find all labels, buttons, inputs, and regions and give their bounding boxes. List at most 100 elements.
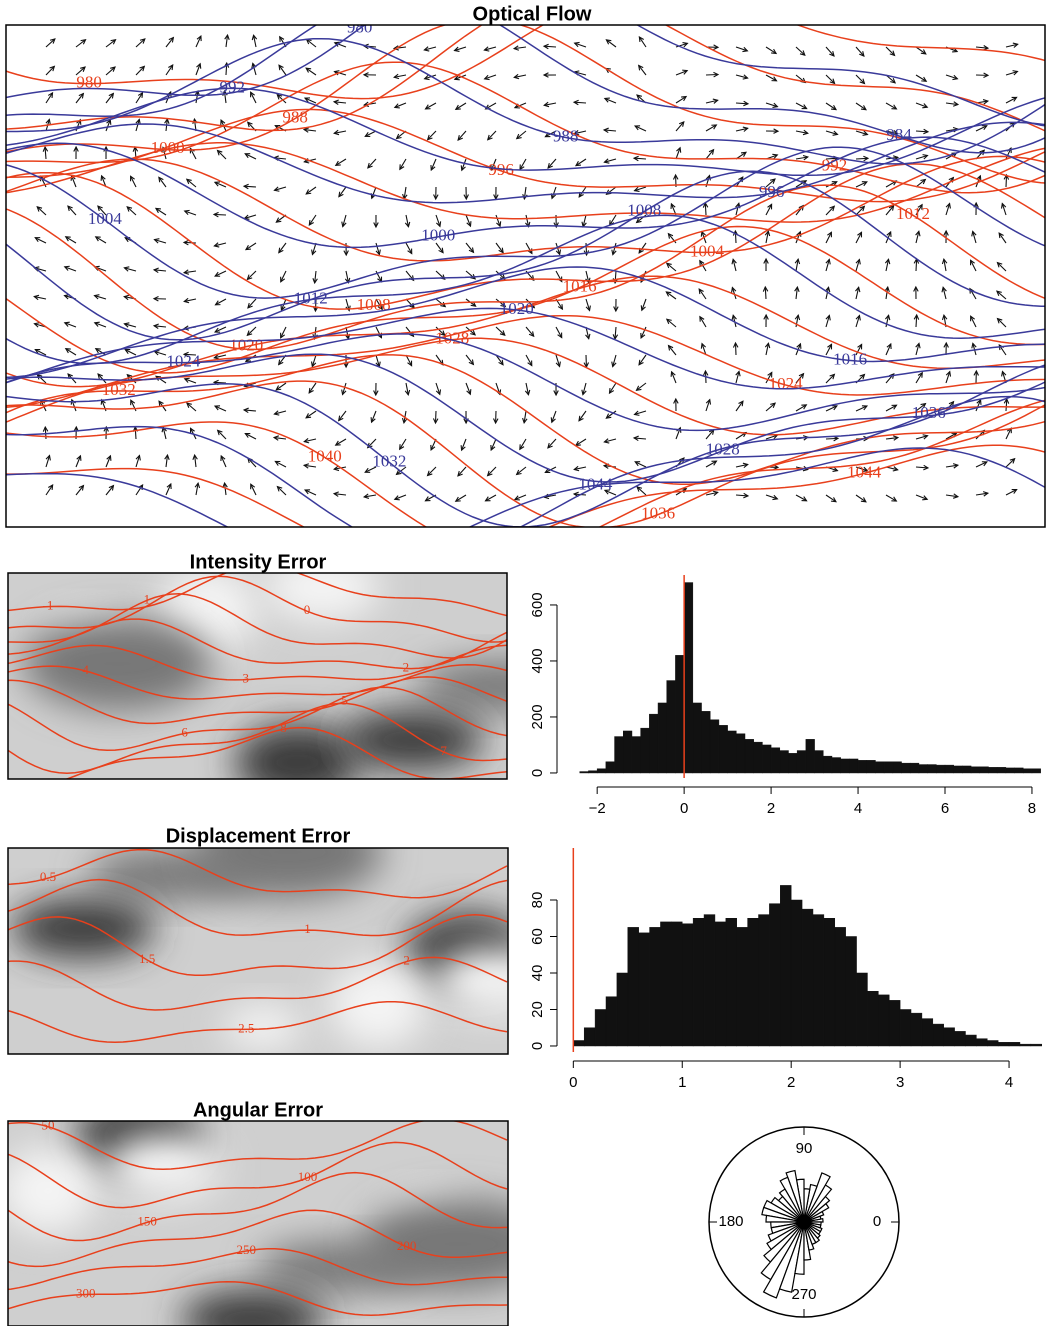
histogram-bar (790, 899, 803, 1047)
flow-arrow (705, 460, 717, 468)
flow-arrow (975, 175, 981, 188)
flow-arrowhead (214, 327, 221, 333)
rose-wedge (803, 1183, 818, 1223)
flow-arrowhead (676, 146, 682, 153)
histogram-bar (631, 736, 641, 774)
flow-arrowhead (80, 38, 87, 45)
flow-arrow (244, 214, 257, 219)
flow-arrow (278, 64, 287, 76)
flow-arrowhead (769, 178, 776, 184)
flow-arrow (825, 287, 830, 300)
map-area: -1 0 1 2 3 4 5 6 7 8 (8, 573, 507, 779)
flow-arrow (375, 242, 380, 255)
flow-arrowhead (186, 402, 192, 408)
flow-arrow (220, 455, 227, 468)
flow-arrowhead (982, 99, 990, 105)
flow-arrowhead (401, 417, 408, 425)
flow-arrow (915, 130, 929, 133)
flow-arrow (165, 483, 172, 496)
flow-arrowhead (393, 103, 400, 109)
flow-arrowhead (1001, 370, 1007, 377)
flow-arrowhead (971, 230, 977, 237)
flow-arrow (1005, 427, 1012, 440)
flow-arrow (582, 214, 587, 227)
flow-arrow (525, 214, 530, 227)
flow-arrowhead (45, 454, 51, 461)
x-tick-label: −2 (589, 800, 606, 817)
flow-arrowhead (189, 427, 195, 434)
flow-arrowhead (636, 94, 642, 100)
flow-arrow (124, 323, 137, 328)
flow-arrowhead (214, 300, 221, 306)
contour-line (8, 913, 508, 977)
flow-arrowhead (670, 370, 676, 377)
flow-arrow (945, 74, 958, 80)
y-tick-label: 40 (529, 965, 546, 982)
flow-arrowhead (884, 314, 891, 321)
histogram-bar (918, 764, 928, 774)
flow-arrowhead (860, 497, 867, 503)
flow-arrowhead (126, 206, 133, 212)
flow-arrowhead (527, 360, 533, 367)
histogram-bar (627, 927, 639, 1047)
flow-arrowhead (244, 153, 251, 159)
flow-arrowhead (1009, 457, 1016, 464)
y-tick-label: 0 (529, 1042, 546, 1050)
flow-arrow (543, 45, 557, 48)
flow-arrowhead (665, 262, 672, 269)
flow-arrowhead (486, 134, 493, 141)
flow-arrowhead (435, 221, 442, 228)
flow-arrowhead (519, 444, 525, 451)
histogram-bar (976, 1038, 988, 1047)
shade-blob (11, 898, 155, 959)
flow-arrow (705, 429, 715, 440)
flow-arrowhead (1011, 488, 1018, 494)
flow-arrow (45, 455, 51, 468)
histogram-bar (605, 996, 618, 1047)
histogram-bar (892, 761, 902, 774)
flow-arrow (732, 259, 737, 272)
flow-arrow (735, 494, 749, 497)
flow-arrowhead (280, 332, 286, 339)
flow-arrowhead (555, 361, 561, 368)
flow-arrowhead (404, 221, 411, 228)
flow-arrowhead (130, 175, 135, 182)
contour-line (8, 1248, 507, 1291)
flow-arrowhead (547, 163, 553, 169)
histogram-bar (736, 927, 748, 1047)
flow-arrowhead (861, 181, 868, 187)
rose-wedge (778, 1221, 805, 1293)
flow-arrow (606, 410, 617, 419)
histogram-bar (932, 1023, 944, 1047)
flow-arrow (855, 494, 867, 503)
flow-arrowhead (364, 467, 371, 473)
histogram-bar (883, 761, 894, 774)
flow-arrow (457, 130, 467, 141)
flow-arrow (525, 354, 533, 366)
flow-arrowhead (665, 291, 672, 297)
shade-blob (416, 660, 507, 713)
flow-arrow (75, 485, 84, 496)
flow-arrowhead (555, 249, 562, 256)
flow-arrow (612, 354, 617, 367)
flow-arrowhead (423, 74, 430, 81)
flow-arrowhead (542, 72, 549, 78)
contour-line (6, 266, 1045, 378)
flow-arrowhead (890, 77, 897, 84)
flow-arrowhead (486, 470, 493, 477)
flow-arrowhead (500, 301, 507, 308)
shade-blob (435, 947, 508, 1016)
flow-arrowhead (922, 434, 929, 440)
flow-arrowhead (857, 231, 863, 238)
flow-arrowhead (891, 104, 898, 110)
flow-arrowhead (362, 101, 370, 108)
flow-arrow (825, 130, 838, 135)
flow-arrow (641, 298, 647, 311)
flow-arrow (885, 315, 890, 328)
flow-arrowhead (483, 46, 490, 52)
flow-arrow (705, 399, 711, 412)
flow-arrowhead (247, 302, 253, 309)
flow-arrow (765, 494, 778, 500)
flow-arrow (155, 375, 167, 384)
flow-arrowhead (466, 389, 472, 396)
